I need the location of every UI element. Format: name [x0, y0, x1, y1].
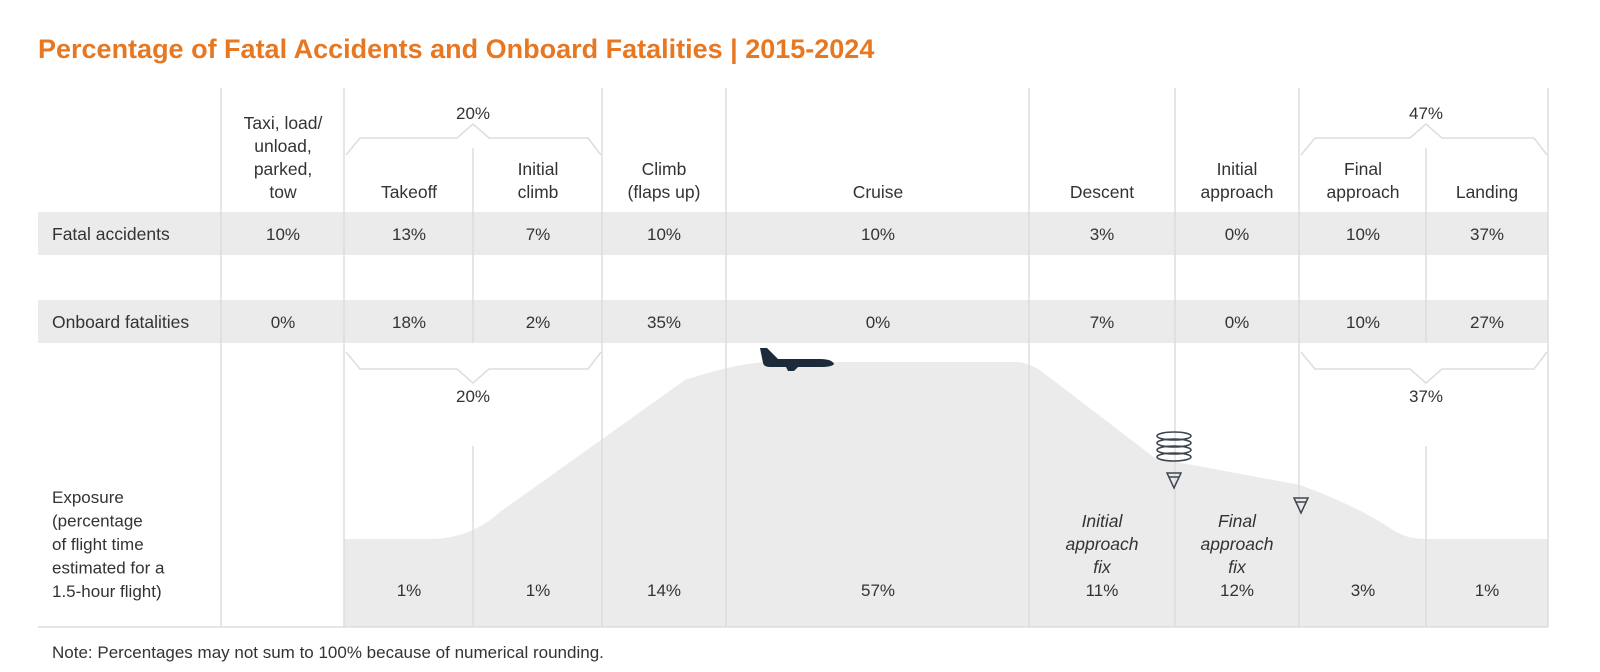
- header-taxi-line-3: parked,: [254, 159, 312, 179]
- onboard-fatalities-value-initial-approach: 0%: [1225, 313, 1250, 332]
- onboard-fatalities-value-taxi: 0%: [271, 313, 296, 332]
- header-final-approach-line-1: Final: [1344, 159, 1382, 179]
- exposure-label-line-5: 1.5-hour flight): [52, 582, 162, 601]
- takeoff-group-bottom-bracket: [345, 351, 602, 384]
- header-initial-approach-line-1: Initial: [1217, 159, 1258, 179]
- exposure-label-line-4: estimated for a: [52, 559, 165, 578]
- fatal-accidents-row-band: [38, 212, 1548, 255]
- fatal-accidents-value-descent: 3%: [1090, 225, 1115, 244]
- holding-pattern-icon: [1156, 431, 1192, 462]
- group-brackets: [345, 123, 1548, 384]
- fatal-accidents-value-landing: 37%: [1470, 225, 1504, 244]
- exposure-row-label: Exposure (percentage of flight time estimat…: [52, 488, 165, 601]
- column-dividers: [220, 88, 1549, 627]
- fatal-accidents-value-takeoff: 13%: [392, 225, 426, 244]
- header-takeoff-line-1: Takeoff: [381, 182, 437, 202]
- flight-profile-area: [344, 362, 1548, 627]
- exposure-value-initial-climb: 1%: [526, 581, 551, 600]
- final-approach-fix-label-line-3: fix: [1228, 557, 1247, 577]
- header-landing-line-1: Landing: [1456, 182, 1518, 202]
- takeoff-group-top-bracket: [345, 123, 602, 156]
- fatal-accidents-value-cruise: 10%: [861, 225, 895, 244]
- header-initial-approach-line-2: approach: [1201, 182, 1274, 202]
- initial-approach-fix-label-line-2: approach: [1066, 534, 1139, 554]
- exposure-value-initial-approach: 12%: [1220, 581, 1254, 600]
- value-cells: 10% 13% 7% 10% 10% 3% 0% 10% 37% 0% 18% 2% 35% 0% 7% 0%…: [266, 225, 1504, 600]
- exposure-label-line-1: Exposure: [52, 488, 124, 507]
- initial-approach-fix-marker-icon: [1165, 472, 1183, 490]
- header-initial-climb-line-2: climb: [518, 182, 559, 202]
- onboard-fatalities-row-band: [38, 300, 1548, 343]
- landing-group-fatal-accidents-total: 47%: [1409, 104, 1443, 123]
- takeoff-group-fatal-accidents-total: 20%: [456, 104, 490, 123]
- initial-approach-fix-label-line-3: fix: [1093, 557, 1112, 577]
- initial-approach-fix-label-line-1: Initial: [1082, 511, 1124, 531]
- landing-group-top-bracket: [1300, 123, 1548, 156]
- header-cruise-line-1: Cruise: [853, 182, 904, 202]
- row-label-fatal-accidents: Fatal accidents: [52, 224, 170, 244]
- onboard-fatalities-value-takeoff: 18%: [392, 313, 426, 332]
- onboard-fatalities-value-descent: 7%: [1090, 313, 1115, 332]
- final-approach-fix-marker-icon: [1292, 497, 1310, 515]
- exposure-value-final-approach: 3%: [1351, 581, 1376, 600]
- phase-header-row: Taxi, load/unload, parked, tow Takeoff Initi…: [244, 113, 1519, 202]
- fatal-accidents-value-climb: 10%: [647, 225, 681, 244]
- final-approach-fix-label-line-1: Final: [1218, 511, 1257, 531]
- header-initial-climb-line-1: Initial: [518, 159, 559, 179]
- onboard-fatalities-value-initial-climb: 2%: [526, 313, 551, 332]
- exposure-value-takeoff: 1%: [397, 581, 422, 600]
- header-climb-line-2: (flaps up): [628, 182, 701, 202]
- footnote: Note: Percentages may not sum to 100% be…: [52, 643, 604, 662]
- header-taxi-line-1: Taxi, load/: [244, 113, 323, 133]
- header-taxi-line-2: unload,: [254, 136, 311, 156]
- aircraft-icon: [760, 348, 834, 371]
- header-climb-line-1: Climb: [642, 159, 687, 179]
- exposure-value-landing: 1%: [1475, 581, 1500, 600]
- fatal-accidents-value-taxi: 10%: [266, 225, 300, 244]
- onboard-fatalities-value-final-approach: 10%: [1346, 313, 1380, 332]
- landing-group-onboard-fatalities-total: 37%: [1409, 387, 1443, 406]
- fatal-accidents-value-initial-approach: 0%: [1225, 225, 1250, 244]
- exposure-value-cruise: 57%: [861, 581, 895, 600]
- header-descent-line-1: Descent: [1070, 182, 1134, 202]
- header-final-approach-line-2: approach: [1327, 182, 1400, 202]
- onboard-fatalities-value-landing: 27%: [1470, 313, 1504, 332]
- exposure-value-climb: 14%: [647, 581, 681, 600]
- header-taxi-line-4: tow: [269, 182, 297, 202]
- exposure-value-descent: 11%: [1086, 581, 1119, 600]
- onboard-fatalities-value-cruise: 0%: [866, 313, 891, 332]
- approach-fix-labels: Initial approach fix Final approach fix: [1066, 511, 1274, 577]
- row-label-onboard-fatalities: Onboard fatalities: [52, 312, 189, 332]
- chart-title: Percentage of Fatal Accidents and Onboar…: [38, 34, 874, 64]
- fatal-accidents-value-final-approach: 10%: [1346, 225, 1380, 244]
- takeoff-group-onboard-fatalities-total: 20%: [456, 387, 490, 406]
- exposure-label-line-3: of flight time: [52, 535, 144, 554]
- exposure-label-line-2: (percentage: [52, 512, 143, 531]
- landing-group-bottom-bracket: [1300, 351, 1548, 384]
- fatal-accidents-value-initial-climb: 7%: [526, 225, 551, 244]
- onboard-fatalities-value-climb: 35%: [647, 313, 681, 332]
- final-approach-fix-label-line-2: approach: [1201, 534, 1274, 554]
